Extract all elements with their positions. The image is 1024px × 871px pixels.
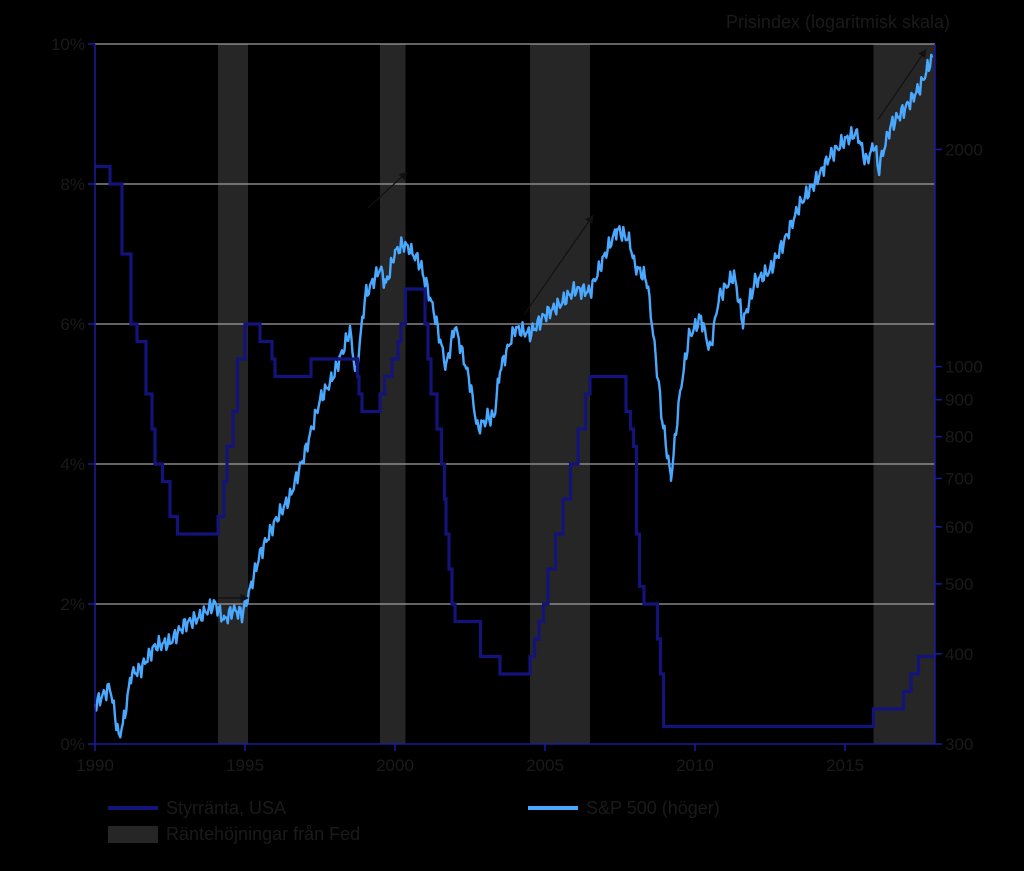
right-tick-label-5: 800: [945, 428, 973, 447]
left-tick-label-5: 10%: [51, 35, 85, 54]
x-tick-label-2: 2000: [376, 756, 414, 775]
legend: Styrränta, USA S&P 500 (höger) Räntehöjn…: [108, 798, 720, 844]
legend-label-fed-rate: Styrränta, USA: [166, 798, 286, 818]
arrow-annotation-0: [367, 171, 408, 209]
arrow-annotations: [218, 48, 927, 603]
axis-ticks: 0% 2% 4% 6% 8% 10% 300 400 500 600 700 800 900 1000 20…: [51, 35, 983, 775]
right-tick-label-0: 300: [945, 735, 973, 754]
right-axis-title: Prisindex (logaritmisk skala): [726, 12, 950, 32]
shaded-period-0: [218, 44, 248, 744]
left-tick-label-3: 6%: [60, 315, 85, 334]
right-tick-label-2: 500: [945, 575, 973, 594]
x-tick-label-4: 2010: [676, 756, 714, 775]
left-tick-label-4: 8%: [60, 175, 85, 194]
series-fed-rate-line: [95, 164, 935, 729]
right-tick-label-6: 900: [945, 391, 973, 410]
legend-label-sp500: S&P 500 (höger): [586, 798, 720, 818]
x-tick-label-3: 2005: [526, 756, 564, 775]
series-sp500-line: [93, 53, 934, 739]
x-tick-label-1: 1995: [226, 756, 264, 775]
left-tick-label-0: 0%: [60, 735, 85, 754]
right-tick-label-3: 600: [945, 518, 973, 537]
arrow-annotation-3: [877, 48, 927, 120]
x-tick-label-0: 1990: [76, 756, 114, 775]
right-tick-label-8: 2000: [945, 140, 983, 159]
arrow-annotation-1: [523, 214, 594, 316]
right-tick-label-4: 700: [945, 469, 973, 488]
left-tick-label-1: 2%: [60, 595, 85, 614]
right-tick-label-1: 400: [945, 645, 973, 664]
legend-swatch-fed-hikes: [108, 826, 158, 843]
left-tick-label-2: 4%: [60, 455, 85, 474]
right-tick-label-7: 1000: [945, 358, 983, 377]
shaded-period-3: [873, 44, 935, 744]
gridlines: [95, 43, 935, 605]
x-tick-label-5: 2015: [826, 756, 864, 775]
series-lines: [93, 53, 935, 739]
legend-label-fed-hikes: Räntehöjningar från Fed: [166, 824, 360, 844]
